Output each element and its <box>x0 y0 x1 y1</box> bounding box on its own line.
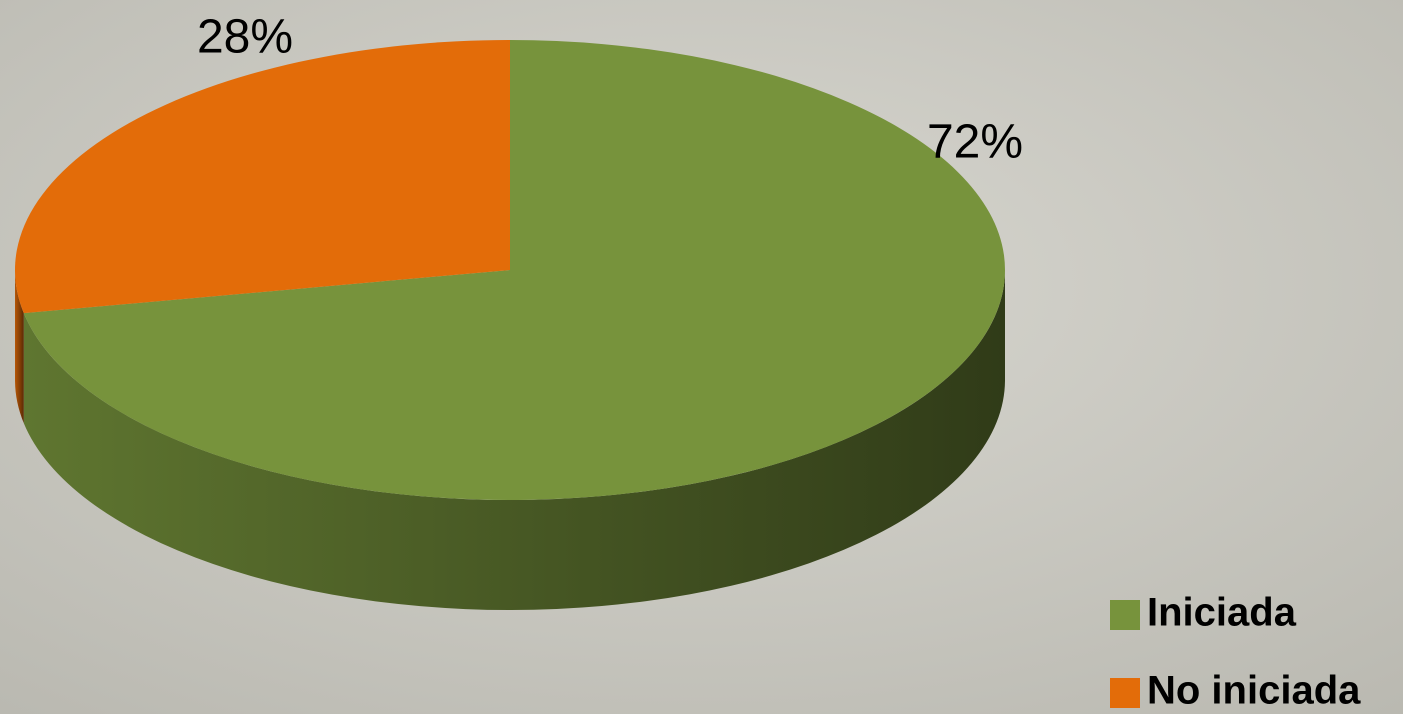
data-label: 28% <box>197 11 293 64</box>
legend-label: Iniciada <box>1147 591 1297 635</box>
slice <box>23 40 1006 500</box>
slice-side <box>15 270 24 424</box>
slice <box>14 40 511 314</box>
slice-side <box>23 270 1005 611</box>
legend-swatch <box>1110 600 1140 630</box>
legend: Iniciada No iniciada <box>1110 591 1361 713</box>
legend-label: No iniciada <box>1147 669 1361 713</box>
legend-swatch <box>1110 678 1140 708</box>
pie: 72% 28% <box>14 11 1023 611</box>
data-label: 72% <box>927 116 1023 169</box>
